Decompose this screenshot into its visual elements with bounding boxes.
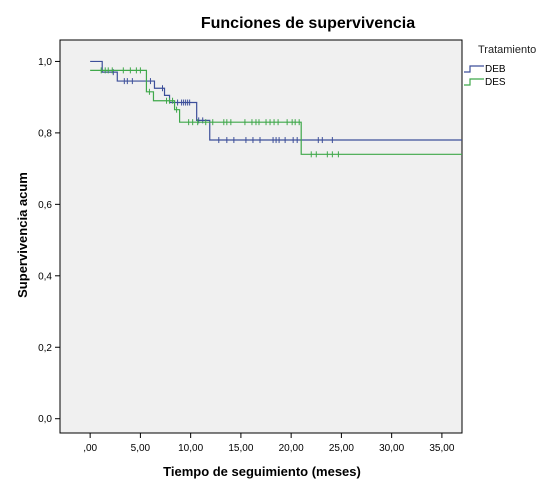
x-tick-label: 20,00 [279, 443, 304, 454]
legend: Tratamiento DEB DES [464, 44, 536, 88]
x-tick-label: 10,00 [178, 443, 203, 454]
x-axis-title: Tiempo de seguimiento (meses) [163, 464, 361, 479]
x-tick-label: 5,00 [131, 443, 151, 454]
legend-title: Tratamiento [478, 44, 536, 56]
legend-swatch-deb [464, 65, 484, 73]
y-tick-label: 0,0 [38, 414, 52, 425]
x-tick-label: 15,00 [228, 443, 253, 454]
y-tick-label: 0,6 [38, 200, 52, 211]
series-des [90, 67, 462, 158]
survival-curve-deb [90, 60, 462, 141]
series-layer [90, 60, 462, 158]
legend-swatch-des [464, 78, 484, 86]
x-tick-label: 25,00 [329, 443, 354, 454]
legend-label-des: DES [485, 77, 506, 88]
x-axis: ,00 5,00 10,00 15,00 20,00 25,00 30,00 35,00 [83, 433, 455, 454]
legend-label-deb: DEB [485, 64, 506, 75]
y-tick-label: 0,8 [38, 128, 52, 139]
plot-area [59, 39, 463, 434]
x-tick-label: 35,00 [429, 443, 454, 454]
y-axis-title: Supervivencia acum [15, 172, 30, 298]
y-tick-label: 0,4 [38, 271, 52, 282]
chart-title: Funciones de supervivencia [201, 15, 415, 32]
y-tick-label: 1,0 [38, 57, 52, 68]
x-tick-label: ,00 [83, 443, 97, 454]
y-tick-label: 0,2 [38, 343, 52, 354]
survival-curve-des [90, 69, 462, 155]
y-axis: 0,0 0,2 0,4 0,6 0,8 1,0 [38, 57, 60, 425]
x-tick-label: 30,00 [379, 443, 404, 454]
